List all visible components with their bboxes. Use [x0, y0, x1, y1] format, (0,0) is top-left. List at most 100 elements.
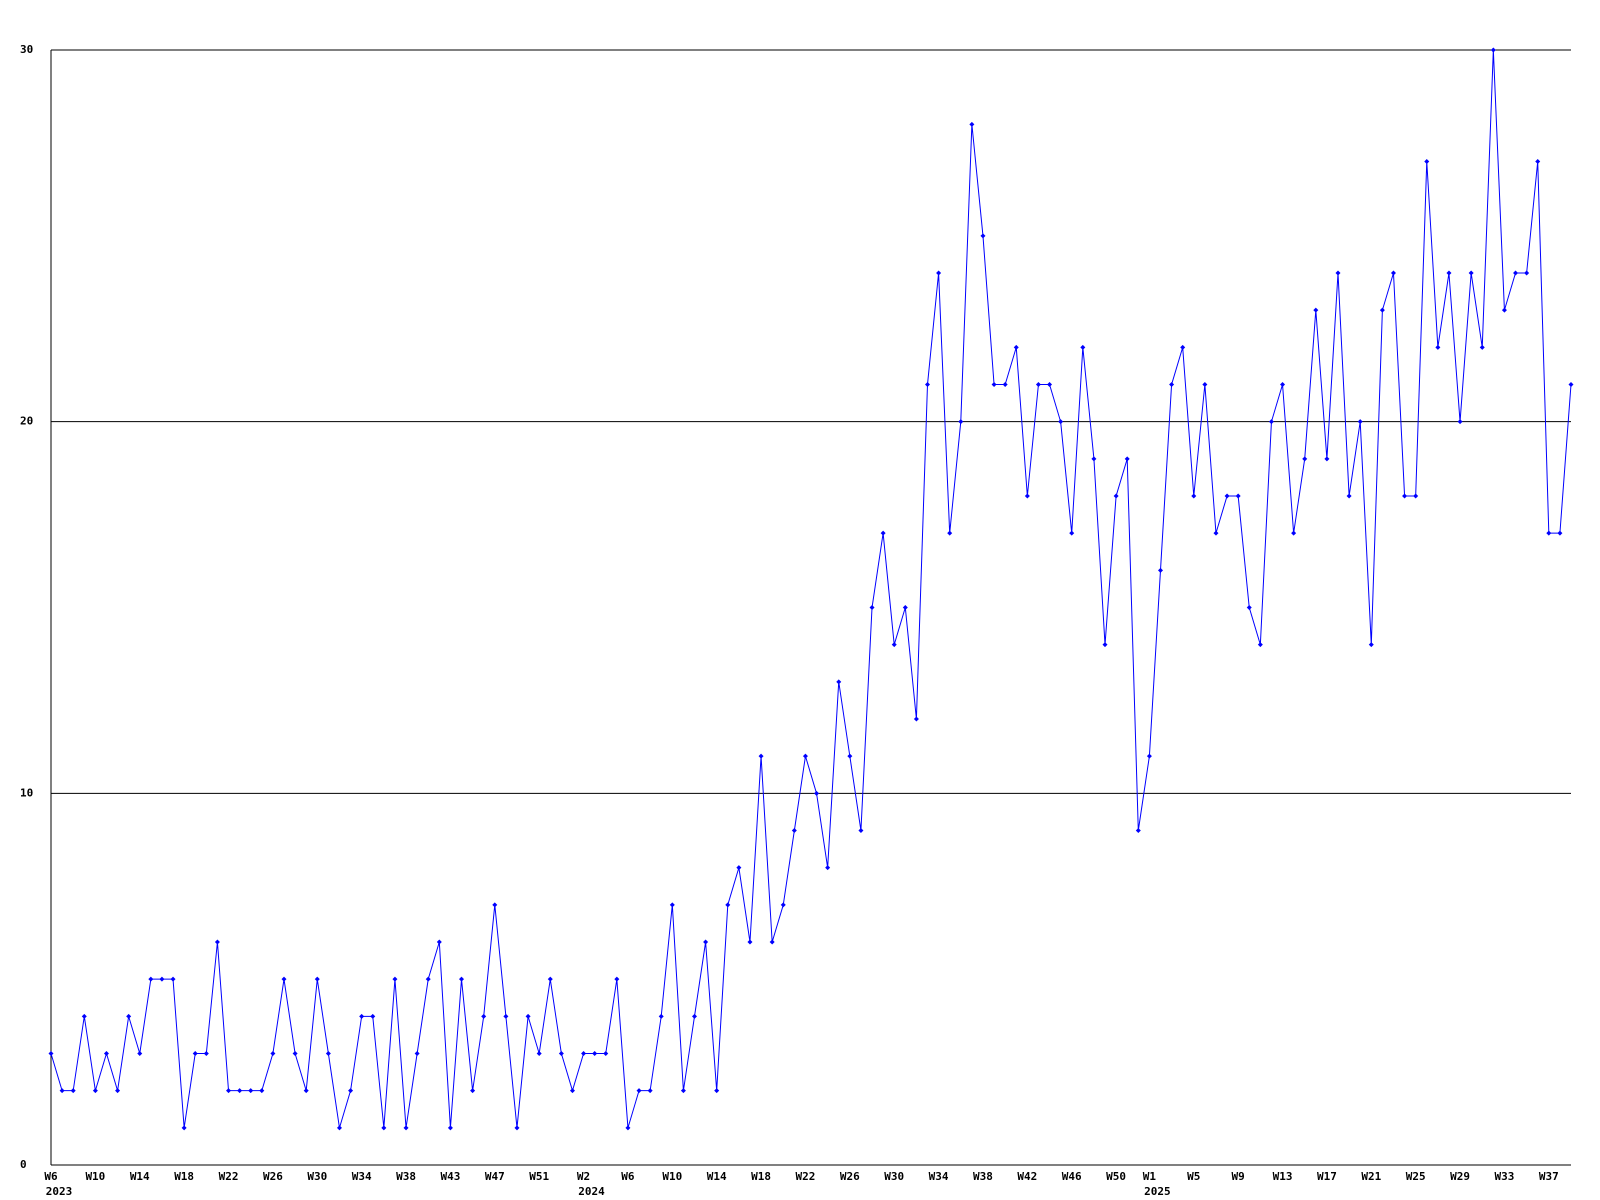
point — [614, 976, 620, 982]
point — [1546, 530, 1552, 536]
x-tick-label: W33 — [1494, 1170, 1514, 1183]
point — [170, 976, 176, 982]
y-tick-label: 30 — [20, 43, 33, 56]
point — [1246, 605, 1252, 610]
x-tick-label: W50 — [1106, 1170, 1126, 1183]
point — [514, 1125, 520, 1131]
point — [48, 1051, 54, 1056]
point — [1069, 530, 1075, 536]
point — [103, 1051, 109, 1056]
y-tick-label: 10 — [20, 786, 33, 799]
point — [758, 753, 764, 759]
point — [159, 976, 165, 982]
point — [636, 1088, 642, 1094]
point — [1457, 419, 1463, 425]
point — [181, 1125, 187, 1131]
point — [1568, 382, 1574, 387]
point — [359, 1013, 365, 1019]
point — [958, 419, 964, 425]
point — [148, 976, 154, 982]
point — [780, 902, 786, 908]
x-tick-label: W21 — [1361, 1170, 1381, 1183]
point — [126, 1013, 132, 1019]
point — [203, 1051, 209, 1056]
x-tick-label: W2 — [577, 1170, 590, 1183]
x-tick-label: W51 — [529, 1170, 549, 1183]
point — [1413, 493, 1419, 499]
point — [226, 1088, 232, 1094]
x-tick-label: W37 — [1539, 1170, 1559, 1183]
point — [769, 939, 775, 945]
point — [1291, 530, 1297, 536]
point — [1213, 530, 1219, 536]
x-tick-label: W30 — [307, 1170, 327, 1183]
point — [924, 382, 930, 387]
x-tick-label: W17 — [1317, 1170, 1337, 1183]
point — [1524, 270, 1530, 276]
x-tick-label: W30 — [884, 1170, 904, 1183]
point — [1080, 344, 1086, 350]
point — [370, 1013, 376, 1019]
y-tick-label: 0 — [20, 1158, 27, 1171]
point — [1047, 382, 1053, 387]
point — [913, 716, 919, 722]
point — [425, 976, 431, 982]
point — [1146, 753, 1152, 759]
point — [791, 828, 797, 833]
point — [1313, 307, 1319, 313]
point — [137, 1051, 143, 1056]
x-tick-label: W14 — [707, 1170, 727, 1183]
point — [281, 976, 287, 982]
x-tick-label: W26 — [263, 1170, 283, 1183]
point — [1402, 493, 1408, 499]
point — [525, 1013, 531, 1019]
point — [403, 1125, 409, 1131]
point — [714, 1088, 720, 1094]
point — [1446, 270, 1452, 276]
point — [1335, 270, 1341, 276]
point — [1501, 307, 1507, 313]
point — [836, 679, 842, 685]
point — [536, 1051, 542, 1056]
point — [680, 1088, 686, 1094]
year-label: 2023 — [46, 1185, 73, 1198]
x-tick-label: W13 — [1273, 1170, 1293, 1183]
point — [747, 939, 753, 945]
point — [880, 530, 886, 536]
point — [1135, 828, 1141, 833]
point — [1257, 642, 1263, 648]
point — [1013, 344, 1019, 350]
x-tick-label: W6 — [621, 1170, 635, 1183]
point — [192, 1051, 198, 1056]
year-label: 2025 — [1144, 1185, 1171, 1198]
x-tick-label: W10 — [662, 1170, 682, 1183]
point — [1424, 159, 1430, 164]
x-tick-label: W10 — [85, 1170, 105, 1183]
point — [1058, 419, 1064, 425]
x-tick-label: W14 — [130, 1170, 150, 1183]
point — [1390, 270, 1396, 276]
point — [348, 1088, 354, 1094]
point — [703, 939, 709, 945]
point — [603, 1051, 609, 1056]
x-tick-label: W18 — [751, 1170, 771, 1183]
x-tick-label: W25 — [1406, 1170, 1426, 1183]
point — [81, 1013, 87, 1019]
point — [547, 976, 553, 982]
point — [736, 865, 742, 871]
point — [980, 233, 986, 239]
x-tick-label: W38 — [973, 1170, 993, 1183]
point — [647, 1088, 653, 1094]
point — [725, 902, 731, 908]
x-tick-label: W43 — [440, 1170, 460, 1183]
point — [381, 1125, 387, 1131]
x-tick-label: W9 — [1232, 1170, 1245, 1183]
point — [1468, 270, 1474, 276]
point — [336, 1125, 342, 1131]
point — [1157, 567, 1163, 573]
point — [1002, 382, 1008, 387]
point — [658, 1013, 664, 1019]
point — [991, 382, 997, 387]
point — [581, 1051, 587, 1056]
